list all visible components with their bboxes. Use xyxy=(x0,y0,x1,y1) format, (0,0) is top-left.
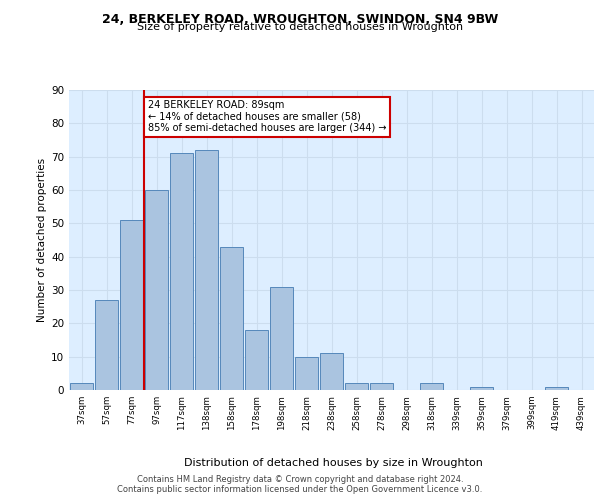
Text: Distribution of detached houses by size in Wroughton: Distribution of detached houses by size … xyxy=(184,458,482,468)
Bar xyxy=(295,356,319,390)
Text: 24, BERKELEY ROAD, WROUGHTON, SWINDON, SN4 9BW: 24, BERKELEY ROAD, WROUGHTON, SWINDON, S… xyxy=(102,13,498,26)
Bar xyxy=(170,154,193,390)
Bar xyxy=(545,386,568,390)
Text: 24 BERKELEY ROAD: 89sqm
← 14% of detached houses are smaller (58)
85% of semi-de: 24 BERKELEY ROAD: 89sqm ← 14% of detache… xyxy=(148,100,386,133)
Bar xyxy=(70,384,94,390)
Y-axis label: Number of detached properties: Number of detached properties xyxy=(37,158,47,322)
Text: Size of property relative to detached houses in Wroughton: Size of property relative to detached ho… xyxy=(137,22,463,32)
Bar xyxy=(470,386,493,390)
Bar xyxy=(245,330,268,390)
Bar xyxy=(119,220,143,390)
Bar xyxy=(419,384,443,390)
Bar xyxy=(370,384,394,390)
Text: Contains HM Land Registry data © Crown copyright and database right 2024.
Contai: Contains HM Land Registry data © Crown c… xyxy=(118,474,482,494)
Bar xyxy=(344,384,368,390)
Bar xyxy=(320,354,343,390)
Bar xyxy=(194,150,218,390)
Bar xyxy=(220,246,244,390)
Bar xyxy=(145,190,169,390)
Bar xyxy=(95,300,118,390)
Bar xyxy=(269,286,293,390)
